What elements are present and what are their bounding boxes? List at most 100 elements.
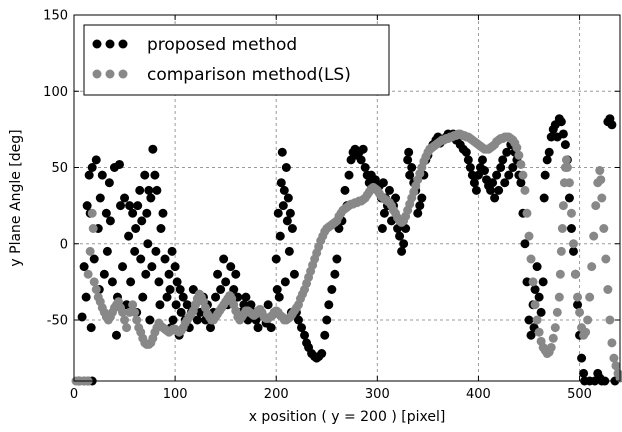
proposed-point — [297, 323, 306, 333]
proposed-point — [526, 330, 536, 340]
proposed-point — [477, 155, 487, 165]
proposed-point — [140, 170, 150, 180]
proposed-point — [577, 353, 587, 363]
proposed-point — [168, 315, 178, 325]
proposed-point — [266, 323, 276, 333]
proposed-point — [496, 163, 506, 172]
proposed-point — [137, 216, 147, 226]
legend-marker-comparison — [118, 69, 128, 79]
proposed-point — [116, 201, 126, 211]
proposed-point — [144, 185, 154, 195]
comparison-point — [575, 307, 585, 317]
proposed-point — [504, 170, 514, 180]
comparison-point — [555, 269, 565, 279]
proposed-point — [192, 315, 202, 325]
comparison-point — [605, 315, 615, 325]
proposed-point — [219, 254, 229, 264]
comparison-point — [546, 342, 556, 352]
proposed-point — [413, 208, 423, 218]
comparison-point — [130, 307, 140, 317]
proposed-point — [175, 285, 185, 294]
comparison-point — [83, 269, 93, 279]
proposed-point — [101, 208, 111, 218]
y-tick-label: 100 — [43, 85, 68, 100]
proposed-point — [165, 285, 175, 294]
proposed-point — [131, 224, 141, 233]
proposed-point — [320, 330, 330, 340]
proposed-point — [287, 224, 297, 233]
proposed-point — [539, 193, 549, 203]
proposed-point — [607, 120, 617, 130]
y-tick-label: 50 — [51, 161, 68, 176]
proposed-point — [480, 166, 490, 176]
legend-box — [83, 24, 390, 96]
proposed-point — [492, 170, 502, 180]
proposed-point — [384, 185, 394, 195]
proposed-point — [87, 163, 97, 172]
proposed-point — [178, 292, 188, 302]
proposed-point — [148, 144, 158, 154]
proposed-point — [274, 292, 284, 302]
proposed-point — [150, 170, 160, 180]
proposed-point — [276, 178, 286, 188]
proposed-point — [272, 285, 282, 294]
proposed-point — [241, 292, 251, 302]
proposed-point — [77, 312, 87, 322]
proposed-point — [171, 300, 181, 310]
proposed-point — [138, 292, 148, 302]
legend-marker-proposed — [92, 39, 102, 49]
proposed-point — [404, 147, 414, 157]
y-axis-label: y Plane Angle [deg] — [8, 129, 24, 266]
legend-marker-comparison — [92, 69, 102, 79]
proposed-point — [417, 193, 427, 203]
comparison-point — [85, 246, 95, 256]
comparison-point — [609, 353, 619, 363]
proposed-point — [358, 144, 368, 154]
proposed-point — [405, 170, 415, 180]
x-axis-label: x position ( y = 200 ) [pixel] — [249, 409, 446, 425]
comparison-point — [591, 201, 601, 211]
proposed-point — [498, 155, 508, 165]
proposed-point — [540, 170, 550, 180]
legend-label-proposed: proposed method — [147, 35, 297, 55]
comparison-point — [573, 292, 583, 302]
comparison-point — [583, 315, 593, 325]
proposed-point — [332, 254, 342, 264]
comparison-point — [528, 277, 538, 287]
proposed-point — [542, 155, 552, 165]
proposed-point — [280, 277, 290, 287]
proposed-point — [126, 277, 136, 287]
comparison-point — [548, 333, 558, 343]
proposed-point — [271, 254, 281, 264]
proposed-point — [502, 147, 512, 157]
proposed-point — [158, 208, 168, 218]
comparison-point — [557, 224, 567, 233]
proposed-point — [379, 208, 389, 218]
y-tick-label: 150 — [43, 9, 68, 24]
proposed-point — [285, 208, 295, 218]
proposed-point — [128, 208, 138, 218]
proposed-point — [532, 262, 542, 272]
proposed-point — [162, 292, 172, 302]
comparison-point — [520, 185, 530, 195]
proposed-point — [289, 269, 299, 279]
proposed-point — [558, 129, 568, 139]
proposed-point — [407, 163, 417, 172]
proposed-point — [544, 147, 554, 157]
axis-ticks: 0 100 200 300 400 500 -50 0 50 100 150 — [43, 9, 620, 402]
comparison-point — [562, 163, 572, 172]
comparison-point — [595, 166, 605, 176]
proposed-point — [508, 163, 518, 172]
proposed-point — [327, 285, 337, 294]
proposed-point — [213, 269, 223, 279]
proposed-point — [82, 201, 92, 211]
x-tick-label: 300 — [365, 387, 390, 402]
comparison-point — [566, 208, 576, 218]
proposed-point — [142, 208, 152, 218]
proposed-point — [170, 262, 180, 272]
proposed-point — [89, 254, 99, 264]
proposed-point — [282, 216, 292, 226]
proposed-point — [573, 300, 583, 310]
proposed-point — [322, 315, 332, 325]
